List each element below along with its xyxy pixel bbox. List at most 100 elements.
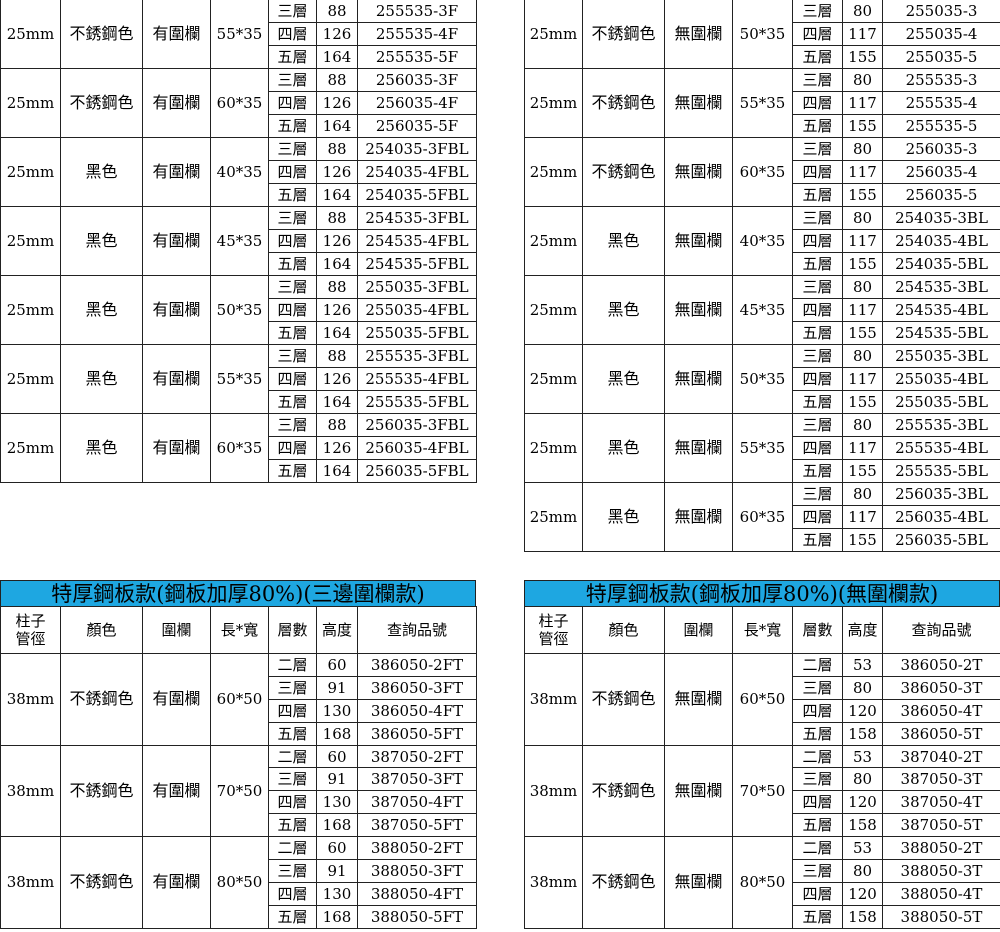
code-cell: 254035-5FBL xyxy=(357,183,477,207)
layer-cell: 四層 xyxy=(268,91,317,115)
code-cell: 254035-3FBL xyxy=(357,137,477,161)
color-cell: 不銹鋼色 xyxy=(582,653,665,746)
code-cell: 254035-4BL xyxy=(882,229,1000,253)
table-row: 25mm 不銹鋼色 有圍欄 60*35 三層 88 256035-3F xyxy=(0,68,477,138)
color-cell: 不銹鋼色 xyxy=(582,137,665,207)
table-row: 四層 117 256035-4 xyxy=(525,160,1000,184)
height-cell: 155 xyxy=(842,114,883,138)
dimensions-cell: 55*35 xyxy=(210,344,269,414)
table-row: 四層 126 255035-4FBL xyxy=(1,298,477,322)
layer-cell: 三層 xyxy=(268,344,317,368)
layer-cell: 五層 xyxy=(792,252,843,276)
rail-cell: 有圍欄 xyxy=(142,206,211,276)
rail-cell: 無圍欄 xyxy=(664,653,733,746)
layer-cell: 三層 xyxy=(792,413,843,437)
layer-cell: 三層 xyxy=(792,137,843,161)
pipe-size-cell: 25mm xyxy=(524,137,583,207)
height-cell: 120 xyxy=(842,698,883,723)
code-cell: 254535-4BL xyxy=(882,298,1000,322)
column-header: 高度 xyxy=(842,606,883,654)
code-cell: 388050-3FT xyxy=(357,859,477,883)
height-cell: 80 xyxy=(842,137,883,161)
layer-cell: 四層 xyxy=(792,22,843,46)
code-cell: 255535-5FBL xyxy=(357,390,477,414)
table-row: 四層 120 388050-4T xyxy=(525,881,1000,906)
pipe-size-cell: 25mm xyxy=(0,206,61,276)
color-cell: 黑色 xyxy=(582,344,665,414)
layer-cell: 四層 xyxy=(792,367,843,391)
layer-cell: 二層 xyxy=(268,653,317,677)
header-row: 柱子 管徑 顏色 圍欄 長*寬 層數 高度 查詢品號 xyxy=(524,606,1000,654)
table-row: 38mm 不銹鋼色 有圍欄 60*50 二層 60 386050-2FT xyxy=(0,653,477,746)
table-row: 五層 168 386050-5FT xyxy=(1,721,477,746)
rail-cell: 有圍欄 xyxy=(142,744,211,838)
color-cell: 黑色 xyxy=(60,275,143,345)
pipe-size-cell: 38mm xyxy=(524,744,583,838)
layer-cell: 四層 xyxy=(792,698,843,723)
layer-cell: 三層 xyxy=(792,675,843,700)
layer-cell: 四層 xyxy=(792,229,843,253)
layer-cell: 四層 xyxy=(792,436,843,460)
layer-cell: 三層 xyxy=(268,68,317,92)
rail-cell: 有圍欄 xyxy=(142,653,211,746)
code-cell: 388050-3T xyxy=(882,859,1000,883)
height-cell: 155 xyxy=(842,183,883,207)
table-row: 25mm 黑色 無圍欄 60*35 三層 80 256035-3BL xyxy=(524,482,1000,552)
code-cell: 255035-5BL xyxy=(882,390,1000,414)
layer-cell: 三層 xyxy=(792,206,843,230)
column-header: 圍欄 xyxy=(664,606,733,654)
layer-cell: 四層 xyxy=(268,698,317,723)
layer-cell: 四層 xyxy=(792,790,843,815)
rail-cell: 無圍欄 xyxy=(664,275,733,345)
rail-cell: 有圍欄 xyxy=(142,275,211,345)
height-cell: 53 xyxy=(842,744,883,769)
pipe-size-cell: 25mm xyxy=(0,68,61,138)
table-row: 25mm 黑色 無圍欄 45*35 三層 80 254535-3BL xyxy=(524,275,1000,345)
code-cell: 256035-5FBL xyxy=(357,459,477,483)
color-cell: 黑色 xyxy=(582,275,665,345)
table-row: 五層 155 255035-5BL xyxy=(525,390,1000,414)
table-row: 38mm 不銹鋼色 有圍欄 70*50 二層 60 387050-2FT xyxy=(0,744,477,838)
column-header: 柱子 管徑 xyxy=(0,606,61,654)
code-cell: 255535-4FBL xyxy=(357,367,477,391)
table-row: 三層 91 388050-3FT xyxy=(1,859,477,883)
code-cell: 256035-5F xyxy=(357,114,477,138)
height-cell: 164 xyxy=(316,45,358,69)
code-cell: 254035-4FBL xyxy=(357,160,477,184)
height-cell: 117 xyxy=(842,505,883,529)
layer-cell: 五層 xyxy=(268,390,317,414)
layer-cell: 三層 xyxy=(792,275,843,299)
table-row: 四層 117 255535-4BL xyxy=(525,436,1000,460)
height-cell: 117 xyxy=(842,436,883,460)
header-row: 柱子 管徑 顏色 圍欄 長*寬 層數 高度 查詢品號 xyxy=(0,606,477,654)
code-cell: 254035-5BL xyxy=(882,252,1000,276)
layer-cell: 二層 xyxy=(792,744,843,769)
layer-cell: 五層 xyxy=(792,45,843,69)
color-cell: 不銹鋼色 xyxy=(582,744,665,838)
table-row: 25mm 黑色 有圍欄 40*35 三層 88 254035-3FBL xyxy=(0,137,477,207)
rail-cell: 無圍欄 xyxy=(664,413,733,483)
dimensions-cell: 60*35 xyxy=(732,137,793,207)
code-cell: 255035-4 xyxy=(882,22,1000,46)
dimensions-cell: 60*35 xyxy=(732,482,793,552)
color-cell: 黑色 xyxy=(582,206,665,276)
code-cell: 255035-5FBL xyxy=(357,321,477,345)
bottom-left-title: 特厚鋼板款(鋼板加厚80%)(三邊圍欄款) xyxy=(0,580,476,607)
code-cell: 255535-3FBL xyxy=(357,344,477,368)
table-row: 25mm 不銹鋼色 無圍欄 60*35 三層 80 256035-3 xyxy=(524,137,1000,207)
height-cell: 88 xyxy=(316,206,358,230)
code-cell: 255535-5F xyxy=(357,45,477,69)
code-cell: 256035-3F xyxy=(357,68,477,92)
table-row: 四層 126 254035-4FBL xyxy=(1,160,477,184)
height-cell: 80 xyxy=(842,859,883,883)
layer-cell: 五層 xyxy=(268,813,317,838)
code-cell: 255535-3F xyxy=(357,0,477,23)
pipe-size-cell: 38mm xyxy=(524,836,583,929)
code-cell: 387050-5T xyxy=(882,813,1000,838)
height-cell: 126 xyxy=(316,367,358,391)
dimensions-cell: 40*35 xyxy=(732,206,793,276)
layer-cell: 五層 xyxy=(268,321,317,345)
table-row: 五層 155 255035-5 xyxy=(525,45,1000,69)
layer-cell: 四層 xyxy=(268,298,317,322)
dimensions-cell: 50*35 xyxy=(732,344,793,414)
